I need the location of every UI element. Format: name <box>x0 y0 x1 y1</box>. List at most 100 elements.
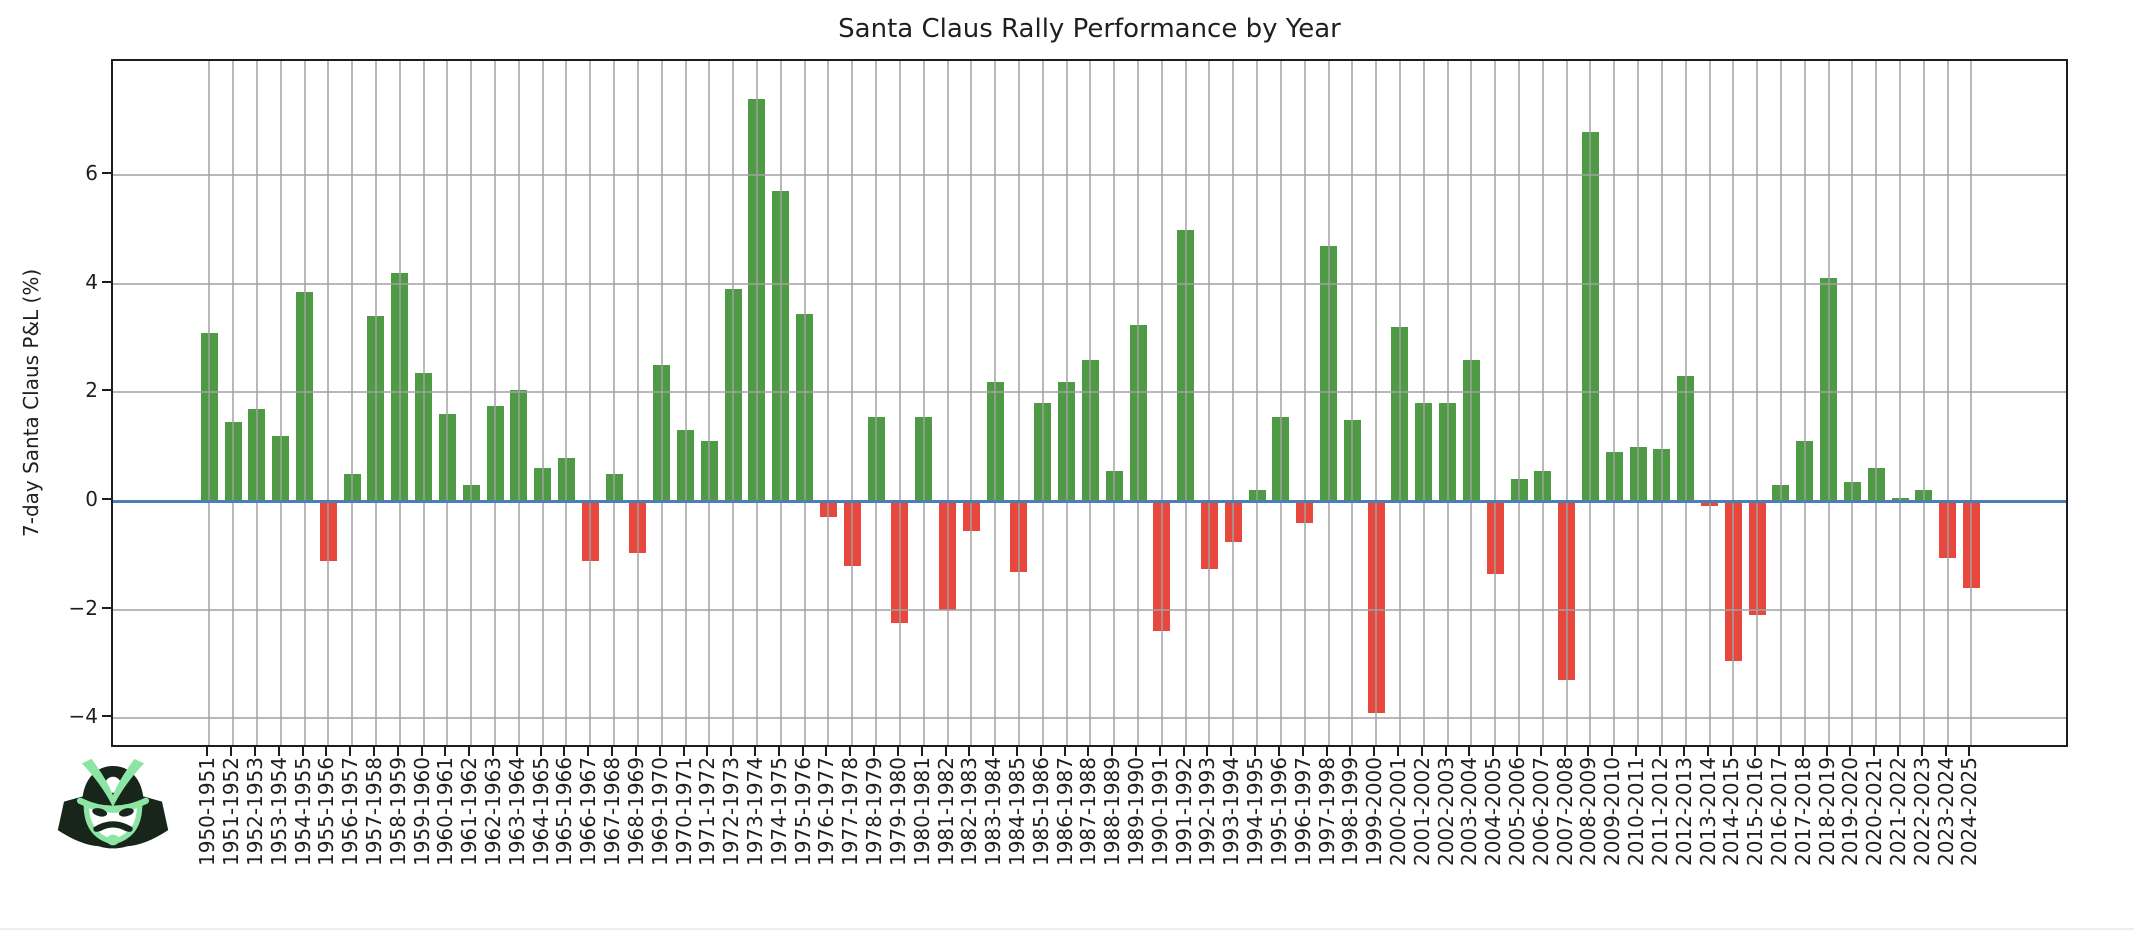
y-tick-label: 2 <box>85 378 98 403</box>
x-tick-label: 1970-1971 <box>671 757 696 867</box>
x-tick-mark <box>1039 747 1042 756</box>
horizontal-gridline <box>113 174 2066 177</box>
x-tick-label: 1968-1969 <box>623 757 648 867</box>
vertical-gridline <box>922 61 925 745</box>
x-tick-label: 2016-2017 <box>1766 757 1791 867</box>
x-tick-mark <box>277 747 280 756</box>
x-tick-mark <box>1015 747 1018 756</box>
vertical-gridline <box>1208 61 1211 745</box>
x-tick-mark <box>1468 747 1471 756</box>
vertical-gridline <box>1184 61 1187 745</box>
x-tick-mark <box>1730 747 1733 756</box>
y-tick-label: 4 <box>85 269 98 294</box>
x-tick-label: 1973-1974 <box>742 757 767 867</box>
x-tick-mark <box>1682 747 1685 756</box>
y-tick-label: −4 <box>68 704 98 729</box>
x-tick-mark <box>1944 747 1947 756</box>
x-tick-mark <box>1182 747 1185 756</box>
x-tick-mark <box>873 747 876 756</box>
vertical-gridline <box>1660 61 1663 745</box>
vertical-gridline <box>1303 61 1306 745</box>
y-tick-label: −2 <box>68 595 98 620</box>
x-tick-label: 1963-1964 <box>504 757 529 867</box>
vertical-gridline <box>1017 61 1020 745</box>
grid-layer <box>113 61 2066 745</box>
x-tick-label: 2020-2021 <box>1862 757 1887 867</box>
x-tick-mark <box>1587 747 1590 756</box>
vertical-gridline <box>517 61 520 745</box>
x-tick-label: 1979-1980 <box>885 757 910 867</box>
x-tick-label: 1983-1984 <box>981 757 1006 867</box>
x-tick-label: 2005-2006 <box>1505 757 1529 867</box>
x-tick-mark <box>682 747 685 756</box>
x-tick-mark <box>1849 747 1852 756</box>
x-tick-label: 1952-1953 <box>242 757 267 867</box>
x-tick-mark <box>896 747 899 756</box>
x-tick-mark <box>849 747 852 756</box>
logo-crest-icon <box>81 758 145 807</box>
x-tick-label: 1950-1951 <box>195 757 220 867</box>
x-tick-label: 2003-2004 <box>1457 757 1482 867</box>
x-tick-label: 1961-1962 <box>457 757 482 867</box>
vertical-gridline <box>1922 61 1925 745</box>
horizontal-gridline <box>113 717 2066 720</box>
x-tick-label: 2010-2011 <box>1624 757 1649 867</box>
x-tick-mark <box>1158 747 1161 756</box>
x-tick-label: 2014-2015 <box>1719 757 1744 867</box>
x-tick-label: 2009-2010 <box>1600 757 1625 867</box>
x-tick-label: 1981-1982 <box>933 757 958 867</box>
x-tick-label: 1965-1966 <box>552 757 577 867</box>
horizontal-gridline <box>113 282 2066 285</box>
x-tick-label: 1985-1986 <box>1028 757 1053 867</box>
y-tick-mark <box>102 606 111 609</box>
vertical-gridline <box>1827 61 1830 745</box>
vertical-gridline <box>1684 61 1687 745</box>
vertical-gridline <box>303 61 306 745</box>
horizontal-gridline <box>113 608 2066 611</box>
x-tick-mark <box>634 747 637 756</box>
vertical-gridline <box>255 61 258 745</box>
vertical-gridline <box>1113 61 1116 745</box>
x-tick-label: 1980-1981 <box>909 757 934 867</box>
x-tick-mark <box>658 747 661 756</box>
vertical-gridline <box>1970 61 1973 745</box>
x-tick-label: 1960-1961 <box>433 757 458 867</box>
x-tick-mark <box>1396 747 1399 756</box>
x-tick-mark <box>539 747 542 756</box>
vertical-gridline <box>1279 61 1282 745</box>
x-tick-label: 1956-1957 <box>338 757 363 867</box>
vertical-gridline <box>1732 61 1735 745</box>
x-tick-mark <box>587 747 590 756</box>
x-tick-mark <box>1897 747 1900 756</box>
x-tick-mark <box>515 747 518 756</box>
x-tick-mark <box>1373 747 1376 756</box>
samurai-helmet-logo-icon <box>57 758 169 849</box>
vertical-gridline <box>1779 61 1782 745</box>
vertical-gridline <box>1351 61 1354 745</box>
x-tick-label: 1967-1968 <box>600 757 625 867</box>
logo-left-eye <box>92 808 108 817</box>
x-tick-mark <box>1920 747 1923 756</box>
x-tick-label: 1978-1979 <box>862 757 887 867</box>
x-tick-mark <box>920 747 923 756</box>
vertical-gridline <box>1422 61 1425 745</box>
logo-chin-shape <box>106 834 120 846</box>
vertical-gridline <box>708 61 711 745</box>
vertical-gridline <box>589 61 592 745</box>
x-tick-label: 1995-1996 <box>1266 757 1291 867</box>
x-tick-label: 1955-1956 <box>314 757 339 867</box>
vertical-gridline <box>803 61 806 745</box>
x-tick-mark <box>396 747 399 756</box>
vertical-gridline <box>970 61 973 745</box>
vertical-gridline <box>1041 61 1044 745</box>
vertical-gridline <box>636 61 639 745</box>
x-tick-label: 1997-1998 <box>1314 757 1339 867</box>
vertical-gridline <box>398 61 401 745</box>
x-tick-label: 1986-1987 <box>1052 757 1077 867</box>
x-tick-mark <box>1563 747 1566 756</box>
vertical-gridline <box>732 61 735 745</box>
x-tick-mark <box>1135 747 1137 756</box>
x-tick-mark <box>1968 747 1971 756</box>
x-tick-label: 1972-1973 <box>719 757 744 867</box>
x-tick-label: 1977-1978 <box>838 757 863 867</box>
